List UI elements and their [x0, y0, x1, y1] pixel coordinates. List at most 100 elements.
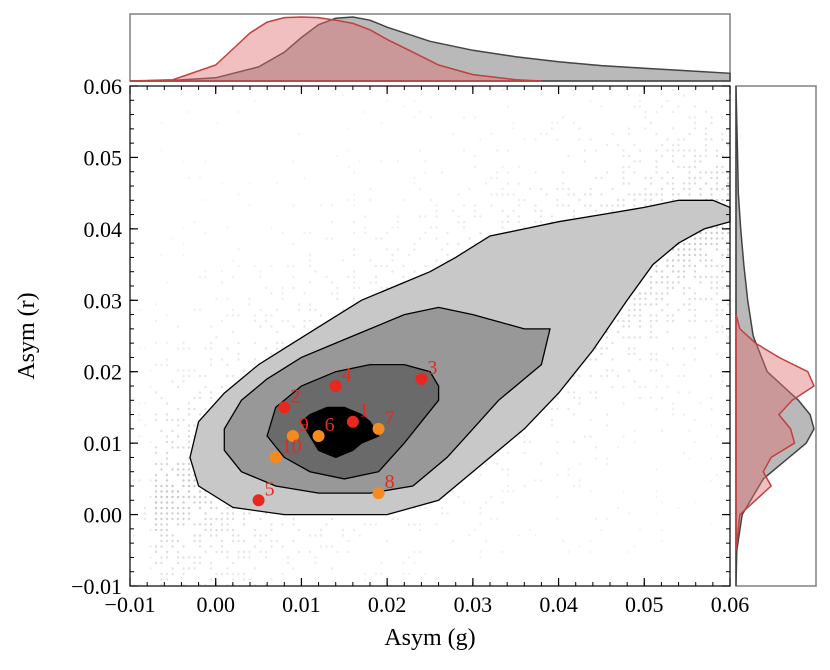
- background-dot: [204, 528, 207, 532]
- background-dot: [193, 396, 196, 400]
- background-dot: [391, 253, 394, 257]
- background-dot: [248, 578, 251, 581]
- background-dot: [176, 418, 180, 422]
- background-dot: [193, 501, 196, 504]
- background-dot: [336, 297, 339, 301]
- background-dot: [242, 578, 246, 581]
- background-dot: [660, 501, 664, 504]
- background-dot: [149, 528, 152, 532]
- background-dot: [253, 534, 257, 537]
- background-dot: [264, 319, 268, 323]
- background-dot: [286, 264, 290, 268]
- background-dot: [715, 149, 719, 152]
- background-dot: [440, 248, 444, 251]
- background-dot: [171, 539, 174, 543]
- background-dot: [539, 215, 543, 218]
- background-dot: [154, 473, 158, 477]
- background-dot: [721, 154, 724, 158]
- background-dot: [704, 242, 708, 246]
- background-dot: [182, 462, 185, 466]
- background-dot: [182, 160, 185, 163]
- background-dot: [193, 424, 196, 427]
- background-dot: [187, 369, 191, 372]
- background-dot: [215, 572, 218, 576]
- background-dot: [622, 182, 625, 185]
- background-dot: [226, 297, 229, 301]
- background-dot: [341, 94, 345, 97]
- background-dot: [627, 550, 631, 554]
- background-dot: [726, 231, 730, 235]
- background-dot: [556, 517, 559, 521]
- background-dot: [572, 391, 576, 394]
- background-dot: [517, 215, 521, 218]
- background-dot: [215, 121, 218, 125]
- background-dot: [330, 281, 334, 284]
- background-dot: [699, 154, 702, 158]
- background-dot: [550, 418, 554, 422]
- background-dot: [281, 231, 284, 235]
- background-dot: [490, 176, 493, 180]
- background-dot: [215, 336, 218, 339]
- background-dot: [187, 407, 191, 411]
- background-dot: [451, 539, 455, 543]
- background-dot: [435, 259, 438, 262]
- background-dot: [187, 506, 191, 510]
- background-dot: [699, 281, 702, 284]
- background-dot: [589, 138, 592, 141]
- background-dot: [292, 539, 295, 543]
- background-dot: [182, 501, 185, 504]
- background-dot: [649, 281, 653, 284]
- background-dot: [259, 550, 262, 554]
- background-dot: [721, 264, 724, 268]
- background-dot: [281, 286, 284, 290]
- background-dot: [187, 110, 191, 114]
- background-dot: [567, 391, 570, 394]
- background-dot: [655, 352, 658, 356]
- background-dot: [501, 165, 504, 169]
- background-dot: [660, 308, 664, 312]
- background-dot: [688, 116, 691, 119]
- background-dot: [539, 479, 543, 482]
- background-dot: [550, 215, 554, 218]
- background-dot: [374, 572, 378, 576]
- background-dot: [231, 539, 235, 543]
- background-dot: [160, 149, 163, 152]
- background-dot: [506, 468, 510, 471]
- background-dot: [688, 457, 691, 460]
- background-dot: [352, 198, 356, 202]
- background-dot: [627, 182, 631, 185]
- background-dot: [660, 187, 664, 191]
- background-dot: [209, 567, 213, 570]
- background-dot: [209, 358, 213, 361]
- background-dot: [259, 275, 262, 279]
- background-dot: [215, 297, 218, 301]
- background-dot: [253, 314, 257, 317]
- background-dot: [589, 490, 592, 493]
- background-dot: [490, 88, 493, 92]
- background-dot: [567, 550, 570, 554]
- background-dot: [622, 385, 625, 389]
- background-dot: [303, 325, 306, 328]
- background-dot: [710, 138, 713, 141]
- background-dot: [187, 490, 191, 493]
- background-dot: [391, 270, 394, 273]
- background-dot: [231, 528, 235, 532]
- background-dot: [721, 330, 724, 334]
- background-dot: [655, 297, 658, 301]
- background-dot: [655, 165, 658, 169]
- background-dot: [193, 407, 196, 411]
- background-dot: [638, 292, 642, 295]
- background-dot: [270, 545, 273, 548]
- background-dot: [182, 473, 185, 477]
- background-dot: [330, 204, 334, 207]
- background-dot: [160, 556, 163, 559]
- background-dot: [149, 567, 152, 570]
- background-dot: [424, 572, 427, 576]
- background-dot: [704, 138, 708, 141]
- background-dot: [534, 220, 537, 224]
- background-dot: [275, 539, 279, 543]
- background-dot: [688, 187, 691, 191]
- background-dot: [154, 462, 158, 466]
- background-dot: [699, 259, 702, 262]
- background-dot: [682, 154, 686, 158]
